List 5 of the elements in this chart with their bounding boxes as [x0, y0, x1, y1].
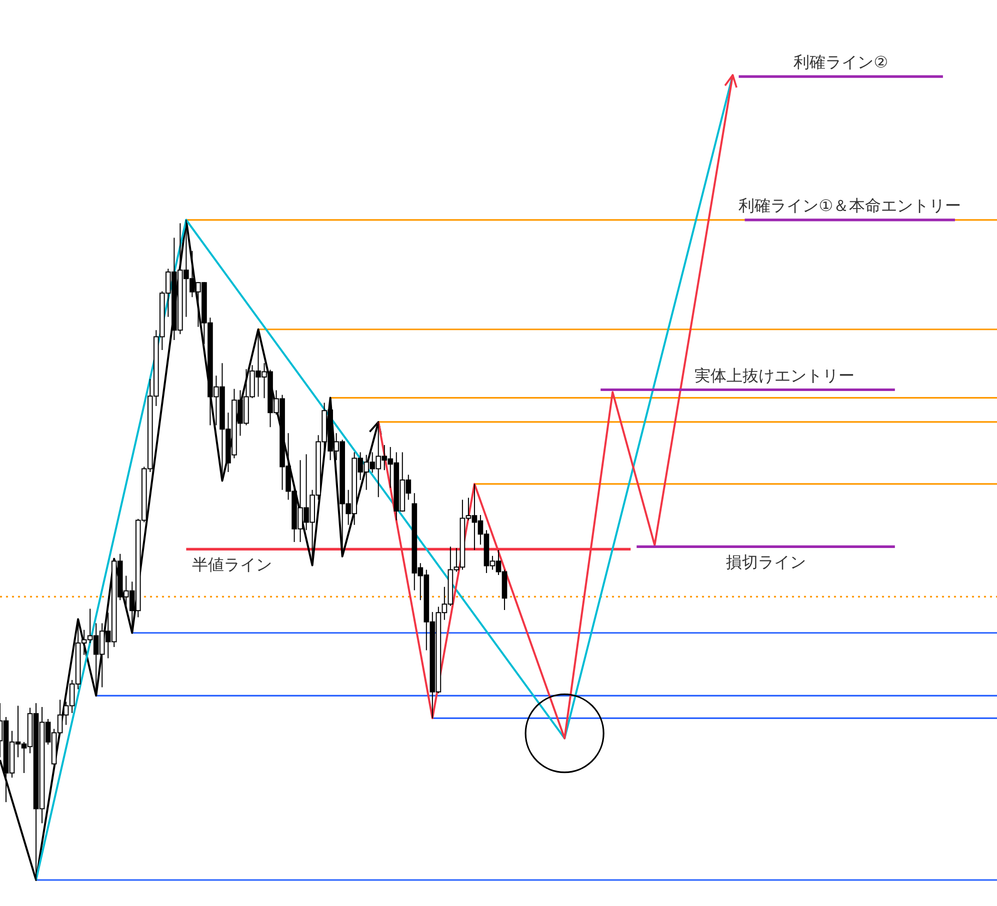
- line-label: 利確ライン②: [794, 52, 888, 72]
- line-label: 損切ライン: [726, 552, 806, 572]
- line-label: 利確ライン①＆本命エントリー: [738, 196, 962, 215]
- line-label: 実体上抜けエントリー: [694, 366, 854, 385]
- line-label: 半値ライン: [192, 555, 272, 574]
